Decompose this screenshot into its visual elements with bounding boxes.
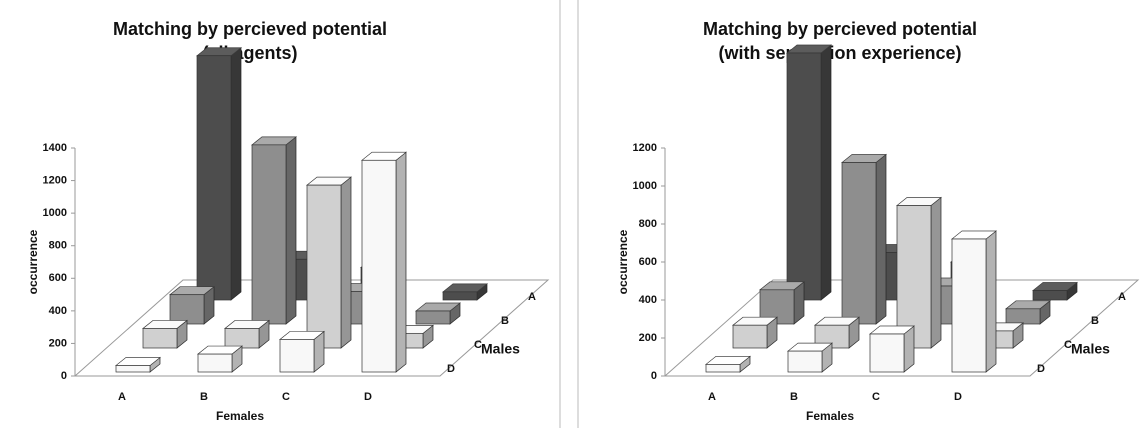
panel-frame xyxy=(559,0,561,433)
bar xyxy=(279,339,315,373)
z-tick-label: B xyxy=(1091,315,1099,327)
y-axis-title: occurrence xyxy=(26,229,40,294)
z-axis-title: Males xyxy=(1071,341,1110,357)
bar-side xyxy=(395,151,407,373)
chart-panel: Matching by percieved potential (with sep… xyxy=(616,19,1140,423)
bar xyxy=(197,353,233,373)
x-tick-label: A xyxy=(708,391,716,403)
z-tick-label: C xyxy=(474,339,482,351)
y-tick-label: 1200 xyxy=(43,174,67,186)
x-tick-label: B xyxy=(200,391,208,403)
bar xyxy=(251,144,287,325)
z-tick-label: B xyxy=(501,315,509,327)
x-tick-label: D xyxy=(364,391,372,403)
bar-side xyxy=(985,230,997,373)
bar xyxy=(869,333,905,373)
bar-side xyxy=(930,196,942,349)
bar xyxy=(115,365,151,373)
z-axis-title: Males xyxy=(481,341,520,357)
y-tick-label: 600 xyxy=(639,256,657,268)
bar xyxy=(142,328,178,349)
y-axis-title: occurrence xyxy=(616,229,630,294)
x-tick-label: A xyxy=(118,391,126,403)
y-tick-label: 1000 xyxy=(633,180,657,192)
chart-title: Matching by percieved potential xyxy=(703,19,977,39)
chart-title: (with separation experience) xyxy=(718,43,961,63)
y-tick-label: 1400 xyxy=(43,142,67,154)
bar xyxy=(787,350,823,373)
bar-side xyxy=(230,46,242,301)
x-axis-title: Females xyxy=(216,409,264,423)
bar xyxy=(951,238,987,373)
bar xyxy=(1005,308,1041,325)
bar-side xyxy=(875,153,887,325)
bar xyxy=(705,364,741,373)
y-tick-label: 200 xyxy=(49,337,67,349)
z-tick-label: A xyxy=(1118,291,1126,303)
y-tick-label: 0 xyxy=(651,370,657,382)
chart-title: Matching by percieved potential xyxy=(113,19,387,39)
y-tick-label: 600 xyxy=(49,272,67,284)
y-tick-label: 400 xyxy=(639,294,657,306)
bar xyxy=(442,291,478,301)
z-tick-label: D xyxy=(447,363,455,375)
z-tick-label: C xyxy=(1064,339,1072,351)
y-tick-label: 800 xyxy=(49,240,67,252)
x-tick-label: B xyxy=(790,391,798,403)
bar xyxy=(841,162,877,325)
x-tick-label: D xyxy=(954,391,962,403)
bar xyxy=(224,328,260,349)
bar xyxy=(415,310,451,325)
x-tick-label: C xyxy=(282,391,290,403)
bar-side xyxy=(285,136,297,325)
bar xyxy=(196,55,232,301)
bar xyxy=(306,184,342,349)
x-tick-label: C xyxy=(872,391,880,403)
y-tick-label: 400 xyxy=(49,305,67,317)
bar xyxy=(1032,290,1068,301)
y-tick-label: 800 xyxy=(639,218,657,230)
chart-panel: Matching by percieved potential(all agen… xyxy=(26,19,550,423)
y-tick-label: 0 xyxy=(61,370,67,382)
z-tick-label: D xyxy=(1037,363,1045,375)
x-axis-title: Females xyxy=(806,409,854,423)
bar xyxy=(361,159,397,373)
y-tick-label: 1200 xyxy=(633,142,657,154)
panel-frame xyxy=(577,0,579,433)
bar-side xyxy=(820,44,832,301)
y-tick-label: 1000 xyxy=(43,207,67,219)
bar-side xyxy=(340,176,352,349)
y-tick-label: 200 xyxy=(639,332,657,344)
z-tick-label: A xyxy=(528,291,536,303)
bar xyxy=(786,52,822,301)
bar xyxy=(732,324,768,349)
bar xyxy=(169,294,205,325)
